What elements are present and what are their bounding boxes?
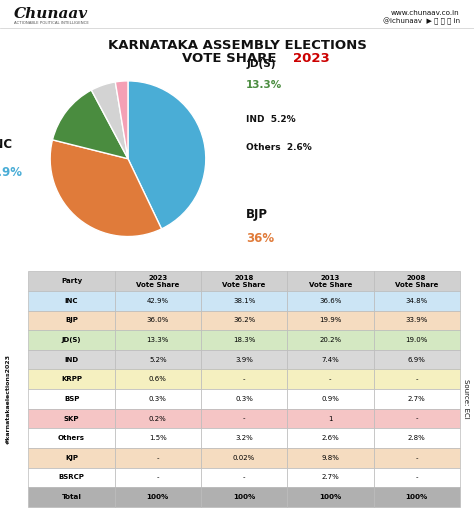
Text: 2023: 2023 xyxy=(292,52,329,65)
Text: #karnatakaelections2023: #karnatakaelections2023 xyxy=(6,354,11,444)
Text: Others  2.6%: Others 2.6% xyxy=(246,142,312,152)
Text: @ichunaav  ▶ 🐦 👍 🔴 in: @ichunaav ▶ 🐦 👍 🔴 in xyxy=(383,17,460,25)
Text: BJP: BJP xyxy=(246,208,268,221)
Wedge shape xyxy=(50,140,162,237)
Text: Source: ECI: Source: ECI xyxy=(464,379,469,419)
Text: ACTIONABLE POLITICAL INTELLIGENCE: ACTIONABLE POLITICAL INTELLIGENCE xyxy=(14,21,89,25)
Wedge shape xyxy=(115,81,128,159)
Wedge shape xyxy=(128,81,206,229)
Text: VOTE SHARE: VOTE SHARE xyxy=(182,52,282,65)
Text: 42.9%: 42.9% xyxy=(0,166,22,179)
Text: JD(S): JD(S) xyxy=(246,59,276,69)
Text: IND  5.2%: IND 5.2% xyxy=(246,115,296,124)
Text: www.chunaav.co.in: www.chunaav.co.in xyxy=(391,10,460,16)
Text: Chunaav: Chunaav xyxy=(14,7,88,22)
Wedge shape xyxy=(91,82,128,159)
Text: KARNATAKA ASSEMBLY ELECTIONS: KARNATAKA ASSEMBLY ELECTIONS xyxy=(108,38,366,52)
Wedge shape xyxy=(53,90,128,159)
Text: 13.3%: 13.3% xyxy=(246,80,283,90)
Text: 36%: 36% xyxy=(246,231,274,245)
Text: INC: INC xyxy=(0,138,13,151)
